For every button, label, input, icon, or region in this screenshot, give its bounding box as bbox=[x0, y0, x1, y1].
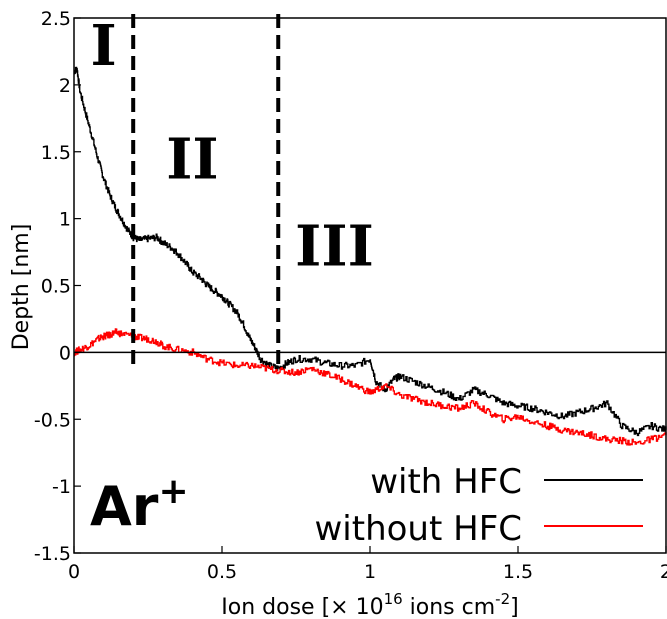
x-axis-title-main: Ion dose [× 10 bbox=[221, 595, 383, 619]
y-axis-title: Depth [nm] bbox=[9, 224, 34, 351]
x-axis-title-mid: ions cm bbox=[403, 595, 496, 619]
x-tick-label: 1 bbox=[364, 561, 376, 583]
x-tick-label: 2 bbox=[660, 561, 667, 583]
x-tick-label: 1.5 bbox=[503, 561, 533, 583]
legend-label-with-hfc: with HFC bbox=[370, 462, 522, 502]
y-tick-label: 2.5 bbox=[41, 8, 71, 30]
region-label-1: I bbox=[90, 13, 116, 79]
x-tick-label: 0.5 bbox=[207, 561, 237, 583]
species-label-base: Ar bbox=[90, 475, 159, 538]
species-label: Ar+ bbox=[90, 471, 189, 538]
legend: with HFC without HFC bbox=[315, 462, 643, 549]
y-tick-label: -0.5 bbox=[34, 409, 71, 431]
region-label-2: II bbox=[166, 127, 218, 193]
region-label-3: III bbox=[295, 213, 374, 279]
y-tick-label: 0.5 bbox=[41, 276, 71, 298]
series-line-without-hfc bbox=[73, 328, 667, 446]
series-layer bbox=[73, 66, 667, 446]
x-axis-title: Ion dose [× 1016 ions cm-2] bbox=[221, 590, 518, 619]
y-tick-label: 1.5 bbox=[41, 142, 71, 164]
legend-label-without-hfc: without HFC bbox=[315, 509, 523, 549]
y-tick-label: 1 bbox=[59, 209, 71, 231]
y-tick-label: 2 bbox=[59, 75, 71, 97]
species-label-sup: + bbox=[158, 471, 188, 512]
y-tick-label: -1.5 bbox=[34, 543, 71, 565]
y-tick-label: 0 bbox=[59, 342, 71, 364]
ticks-layer: 0 0.5 1 1.5 2 2.5 2 1.5 1 0.5 0 -0.5 -1 -1.5 bbox=[34, 8, 667, 583]
x-axis-title-end: ] bbox=[510, 595, 519, 619]
x-tick-label: 0 bbox=[68, 561, 80, 583]
y-tick-label: -1 bbox=[52, 476, 71, 498]
x-axis-title-exp2: -2 bbox=[495, 590, 510, 608]
x-axis-title-exp1: 16 bbox=[384, 590, 403, 608]
